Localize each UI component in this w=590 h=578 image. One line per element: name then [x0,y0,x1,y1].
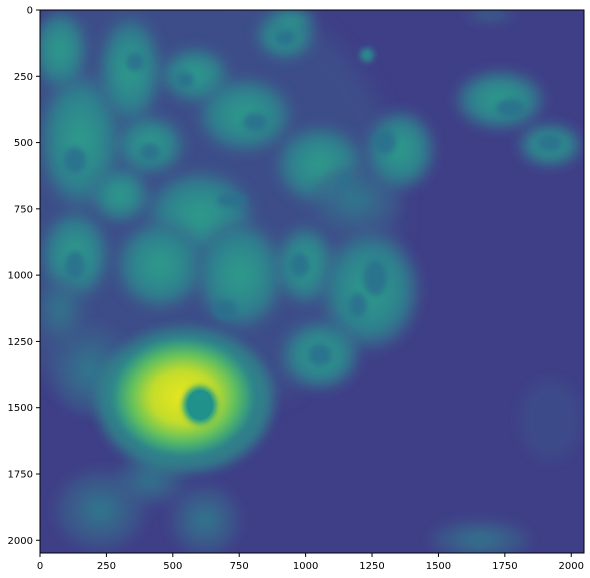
cell [98,15,162,125]
nucleus [290,253,310,277]
nucleus [374,130,396,154]
y-tick-label: 750 [14,204,33,215]
x-tick-label: 2000 [559,561,584,572]
x-axis: 0 250 500 750 1000 1250 1500 1750 2000 [37,553,584,572]
x-tick-label: 250 [97,561,116,572]
cell [455,70,545,130]
y-tick-label: 1000 [8,271,33,282]
x-tick-label: 1500 [426,561,451,572]
x-tick-label: 750 [230,561,249,572]
nucleus [538,134,562,152]
y-tick-label: 1250 [8,337,33,348]
nucleus [126,53,144,71]
nucleus [65,251,85,279]
y-tick-label: 1750 [8,469,33,480]
y-axis: 0 250 500 750 1000 1250 1500 1750 2000 [8,6,40,547]
small-particle [360,48,374,62]
plot-frame [39,9,585,554]
nucleus [496,99,524,117]
cell [197,77,293,153]
cell [465,10,515,21]
cell [115,220,205,310]
cell [195,220,285,330]
nucleus [140,143,160,161]
y-tick-label: 2000 [8,536,33,547]
x-tick-label: 1250 [359,561,384,572]
nucleus [349,293,367,317]
nucleus [308,344,332,366]
y-tick-label: 250 [14,72,33,83]
cell [520,380,580,460]
cell [430,520,530,553]
y-tick-label: 500 [14,138,33,149]
cell [265,10,315,32]
nucleus [64,147,86,173]
nucleus [363,260,387,296]
cell-image [40,10,584,553]
cell [310,165,400,235]
cell [365,110,435,190]
y-tick-label: 1500 [8,403,33,414]
nucleus [243,113,267,131]
x-tick-label: 500 [163,561,182,572]
nucleus [275,30,295,46]
nucleus [213,300,237,320]
nucleus [176,72,194,88]
nucleus [217,193,247,207]
x-tick-label: 1750 [492,561,517,572]
y-tick-label: 0 [27,6,33,17]
nucleus-core [187,390,213,420]
bright-cell [97,328,273,472]
nucleus [339,174,351,186]
x-tick-label: 1000 [293,561,318,572]
x-tick-label: 0 [37,561,43,572]
cell [170,485,240,553]
cell [90,167,150,223]
cell [40,275,85,345]
cell [40,10,88,90]
